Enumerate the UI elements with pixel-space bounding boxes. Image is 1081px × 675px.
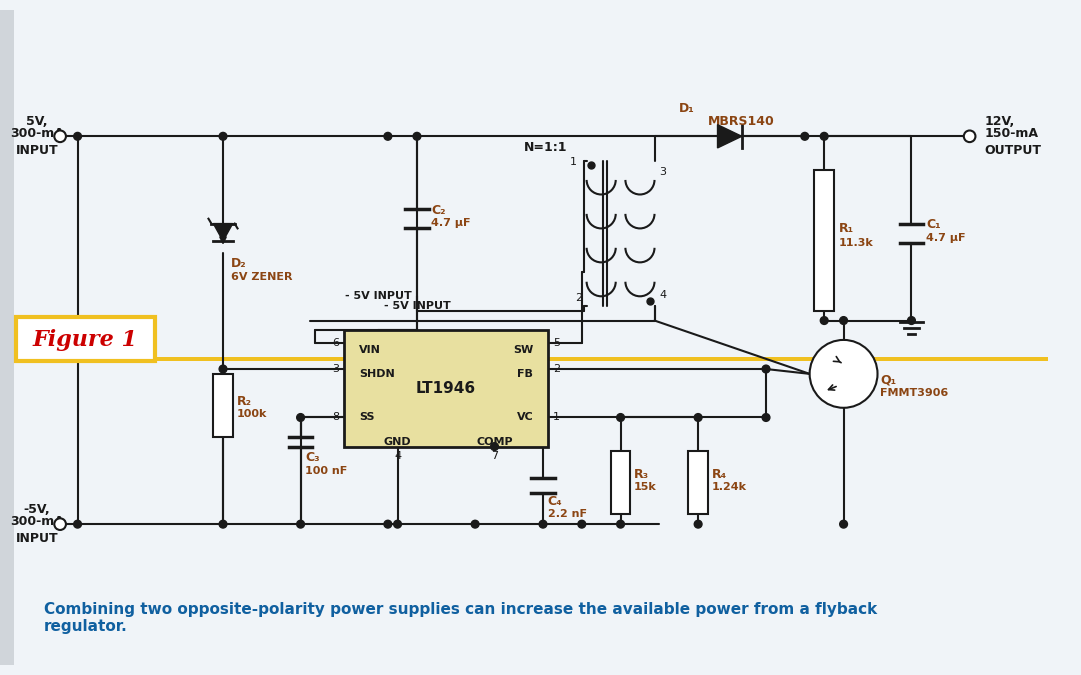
Text: 8: 8 [332,412,339,423]
Text: 2: 2 [552,364,560,374]
Text: R₁: R₁ [839,222,854,236]
Circle shape [471,520,479,528]
Bar [689,452,708,514]
Circle shape [694,414,702,421]
Circle shape [219,365,227,373]
Polygon shape [718,125,742,148]
Text: 11.3k: 11.3k [839,238,873,248]
Bar [14,357,1049,361]
Bar [213,374,232,437]
Text: - 5V INPUT: - 5V INPUT [345,291,412,301]
Text: C₃: C₃ [306,451,320,464]
Circle shape [801,132,809,140]
Text: 6V ZENER: 6V ZENER [230,272,292,281]
Text: OUTPUT: OUTPUT [984,144,1041,157]
Text: 6: 6 [332,338,339,348]
Circle shape [964,130,975,142]
Circle shape [384,520,391,528]
Text: R₃: R₃ [635,468,650,481]
Text: 100k: 100k [237,410,267,419]
Text: 100 nF: 100 nF [306,466,348,476]
Circle shape [539,520,547,528]
Text: - 5V INPUT: - 5V INPUT [384,301,451,311]
Text: SHDN: SHDN [359,369,395,379]
Text: D₂: D₂ [230,257,246,270]
Text: MBRS140: MBRS140 [708,115,775,128]
Text: C₁: C₁ [926,219,940,232]
Text: 5V,: 5V, [26,115,48,128]
Circle shape [74,520,81,528]
Text: 3: 3 [332,364,339,374]
Circle shape [840,317,848,325]
Bar [814,170,833,310]
Text: 2: 2 [575,293,582,303]
Text: FB: FB [518,369,533,379]
Text: COMP: COMP [477,437,512,447]
Text: 300-mA: 300-mA [10,515,64,528]
Text: 150-mA: 150-mA [984,128,1038,140]
Circle shape [296,414,305,421]
Text: R₄: R₄ [711,468,726,481]
Text: 1: 1 [552,412,560,423]
Text: INPUT: INPUT [15,532,58,545]
Text: 3: 3 [659,167,666,177]
Text: SS: SS [359,412,374,423]
Text: 5: 5 [552,338,560,348]
Text: 4: 4 [659,290,667,300]
Text: D₁: D₁ [679,102,694,115]
Text: 1: 1 [570,157,577,167]
Text: 12V,: 12V, [984,115,1014,128]
Circle shape [820,132,828,140]
Text: N=1:1: N=1:1 [523,141,568,154]
Text: VC: VC [517,412,533,423]
Bar [611,452,630,514]
Text: Q₁: Q₁ [880,373,896,387]
Text: SW: SW [513,345,533,354]
Circle shape [54,130,66,142]
Circle shape [54,518,66,530]
Circle shape [908,317,916,325]
Text: 4: 4 [393,452,401,462]
Text: 7: 7 [491,452,498,462]
Circle shape [219,132,227,140]
Text: LT1946: LT1946 [416,381,476,396]
Bar [344,330,548,447]
Text: 1.24k: 1.24k [711,482,747,492]
Circle shape [413,132,421,140]
Circle shape [393,520,401,528]
Circle shape [219,520,227,528]
Text: C₄: C₄ [548,495,562,508]
Circle shape [616,520,625,528]
Text: R₂: R₂ [237,395,252,408]
Text: Figure 1: Figure 1 [32,329,138,351]
Text: 4.7 μF: 4.7 μF [431,219,471,228]
Text: 2.2 nF: 2.2 nF [548,510,587,519]
Text: 4.7 μF: 4.7 μF [926,233,965,243]
Polygon shape [213,223,232,241]
Circle shape [762,414,770,421]
Circle shape [74,132,81,140]
Circle shape [820,317,828,325]
Circle shape [616,414,625,421]
Circle shape [694,520,702,528]
Text: FMMT3906: FMMT3906 [880,388,949,398]
Circle shape [384,132,391,140]
Text: -5V,: -5V, [24,502,50,516]
Circle shape [578,520,586,528]
Circle shape [491,443,498,450]
FancyBboxPatch shape [15,317,156,361]
Circle shape [810,340,878,408]
Text: VIN: VIN [359,345,381,354]
Text: 300-mA: 300-mA [10,128,64,140]
Circle shape [840,520,848,528]
Text: C₂: C₂ [431,204,446,217]
Text: GND: GND [384,437,412,447]
Text: INPUT: INPUT [15,144,58,157]
Text: 15k: 15k [635,482,657,492]
Bar [0,10,14,665]
Circle shape [762,365,770,373]
Text: Combining two opposite-polarity power supplies can increase the available power : Combining two opposite-polarity power su… [43,601,877,634]
Circle shape [296,520,305,528]
